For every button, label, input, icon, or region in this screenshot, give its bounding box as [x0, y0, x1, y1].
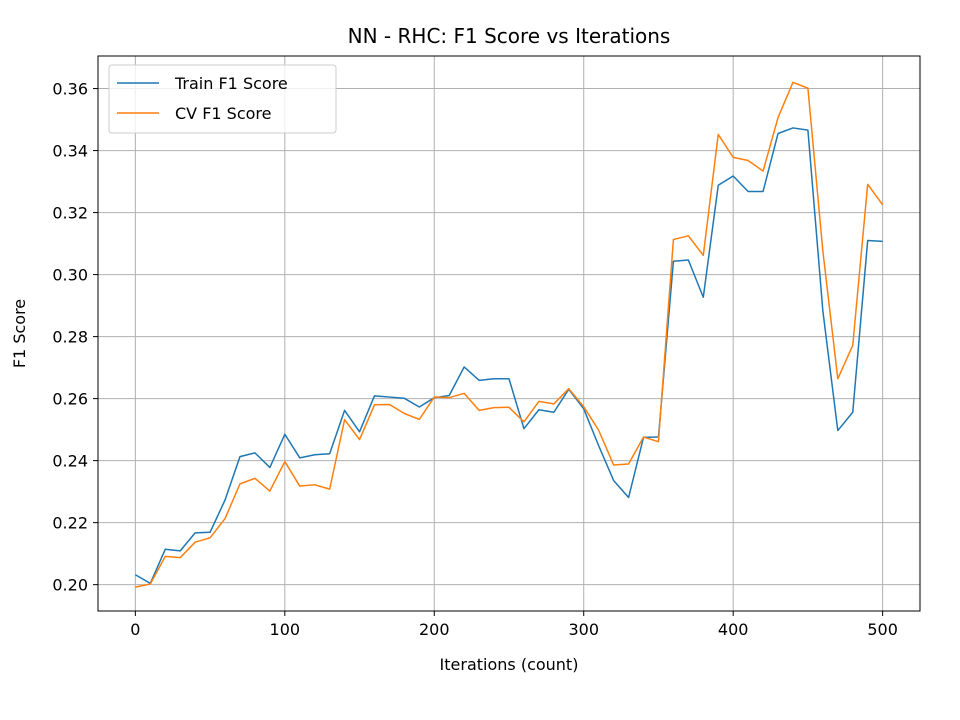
x-tick-label: 300	[568, 620, 599, 639]
legend-label-1: CV F1 Score	[175, 104, 271, 123]
legend: Train F1 Score CV F1 Score	[108, 64, 337, 134]
chart-title: NN - RHC: F1 Score vs Iterations	[348, 24, 671, 48]
x-tick-label: 200	[419, 620, 450, 639]
y-tick-label: 0.20	[52, 576, 88, 595]
x-axis-label: Iterations (count)	[440, 655, 579, 674]
x-tick-label: 0	[130, 620, 140, 639]
legend-box	[108, 64, 337, 134]
y-tick-label: 0.28	[52, 328, 88, 347]
y-tick-label: 0.24	[52, 452, 88, 471]
y-tick-label: 0.30	[52, 266, 88, 285]
series-line-0	[134, 127, 883, 585]
series-line-1	[135, 81, 884, 588]
grid	[98, 56, 920, 611]
x-tick-label: 500	[867, 620, 898, 639]
x-tick-label: 400	[718, 620, 749, 639]
y-tick-label: 0.34	[52, 142, 88, 161]
plot-frame	[97, 55, 921, 612]
y-tick-label: 0.22	[52, 514, 88, 533]
y-axis-label: F1 Score	[10, 299, 29, 368]
y-tick-label: 0.26	[52, 390, 88, 409]
series-layer	[134, 81, 884, 588]
y-tick-label: 0.32	[52, 204, 88, 223]
legend-label-0: Train F1 Score	[174, 74, 288, 93]
y-tick-label: 0.36	[52, 80, 88, 99]
ticks: 0 100 200 300 400 500 0.20 0.22 0.24 0.26 0.28 0.30…	[52, 80, 898, 639]
x-tick-label: 100	[270, 620, 301, 639]
